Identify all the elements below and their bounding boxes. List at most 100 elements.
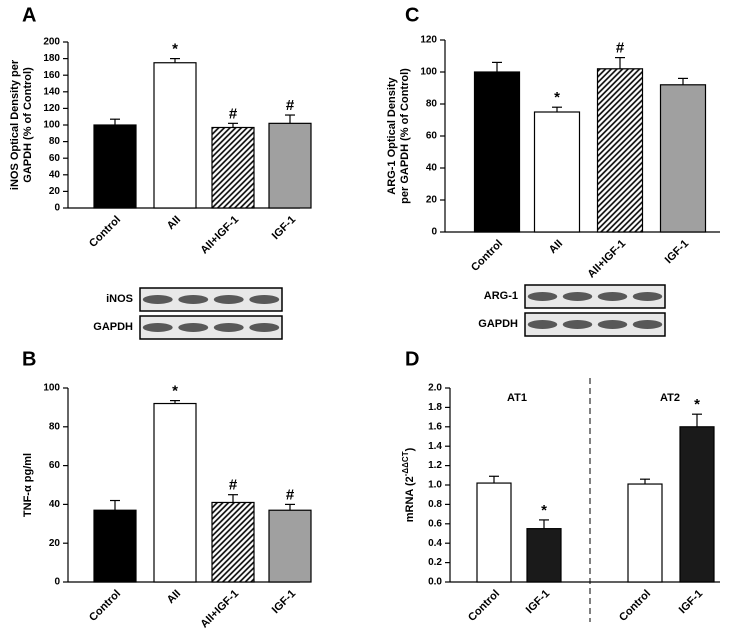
bar: [476, 482, 512, 583]
significance-marker: #: [229, 105, 238, 122]
bar: [153, 62, 197, 209]
x-tick-label: Control: [466, 588, 502, 624]
bar: [679, 426, 715, 583]
x-tick-label: IGF-1: [677, 588, 705, 616]
y-tick-label: 0.4: [428, 538, 442, 549]
bar: [659, 84, 707, 233]
panel-label: A: [22, 4, 36, 26]
y-tick-label: 80: [49, 421, 61, 432]
y-axis-label: TNF-α pg/ml: [22, 453, 34, 517]
y-tick-label: 0: [54, 577, 60, 588]
bar: [473, 71, 521, 233]
blot-band: [527, 320, 558, 329]
y-axis-label-end: ): [404, 447, 416, 451]
y-tick-label: 20: [49, 538, 61, 549]
blot-band: [142, 323, 173, 332]
y-tick-label: 200: [43, 37, 60, 48]
bar: [627, 483, 663, 583]
x-tick-label: AII: [165, 588, 183, 606]
panel-label: C: [405, 4, 419, 26]
y-tick-label: 80: [49, 136, 61, 147]
blot-band: [527, 292, 558, 301]
y-tick-label: 160: [43, 70, 60, 81]
bar: [211, 126, 255, 209]
bar: [93, 509, 137, 583]
y-tick-label: 120: [420, 35, 437, 46]
y-tick-label: 0: [54, 203, 60, 214]
y-axis-label-sup: -ΔΔCT: [401, 451, 410, 476]
y-tick-label: 40: [426, 163, 438, 174]
bar: [526, 528, 562, 583]
y-tick-label: 2.0: [428, 383, 442, 394]
y-tick-label: 1.2: [428, 460, 442, 471]
y-tick-label: 60: [426, 131, 438, 142]
blot-band: [562, 320, 593, 329]
y-tick-label: 1.6: [428, 421, 442, 432]
bar: [153, 402, 197, 583]
x-tick-label: Control: [469, 238, 505, 274]
x-tick-label: AII+IGF-1: [198, 214, 241, 257]
y-tick-label: 0: [431, 227, 437, 238]
panel-label: B: [22, 348, 36, 370]
y-axis-label: mRNA (2-ΔΔCT): [401, 447, 416, 522]
y-axis-label: GAPDH (% of Control): [22, 67, 34, 183]
blot-frame: [139, 287, 283, 312]
y-tick-label: 1.8: [428, 402, 442, 413]
blot-label: ARG-1: [484, 290, 518, 302]
group-label: AT2: [660, 392, 680, 404]
x-tick-label: Control: [87, 588, 123, 624]
blot-label: iNOS: [106, 293, 133, 305]
x-tick-label: AII+IGF-1: [198, 588, 241, 630]
bar: [596, 68, 644, 233]
significance-marker: *: [541, 502, 547, 519]
blot-band: [597, 292, 628, 301]
y-tick-label: 1.4: [428, 441, 442, 452]
blot-band: [562, 292, 593, 301]
bar: [211, 501, 255, 583]
x-tick-label: AII: [165, 214, 183, 232]
y-tick-label: 40: [49, 169, 61, 180]
y-tick-label: 40: [49, 499, 61, 510]
y-tick-label: 100: [43, 120, 60, 131]
y-tick-label: 0.8: [428, 499, 442, 510]
significance-marker: #: [286, 486, 295, 503]
y-tick-label: 0.0: [428, 577, 442, 588]
y-axis-label-text: mRNA (2: [404, 476, 416, 522]
bar: [93, 124, 137, 209]
blot-band: [178, 295, 209, 304]
blot-band: [249, 295, 280, 304]
panel-label: D: [405, 348, 419, 370]
x-tick-label: AII: [547, 238, 565, 256]
x-tick-label: AII+IGF-1: [585, 238, 628, 281]
y-tick-label: 20: [426, 195, 438, 206]
significance-marker: *: [694, 396, 700, 413]
blot-band: [178, 323, 209, 332]
significance-marker: #: [616, 40, 625, 57]
y-axis-label: ARG-1 Optical Density: [386, 76, 398, 194]
blot-label: GAPDH: [478, 318, 518, 330]
y-tick-label: 1.0: [428, 480, 442, 491]
y-tick-label: 100: [43, 383, 60, 394]
y-tick-label: 120: [43, 103, 60, 114]
significance-marker: #: [229, 477, 238, 494]
group-label: AT1: [507, 392, 527, 404]
blot-frame: [139, 315, 283, 340]
blot-band: [213, 323, 244, 332]
x-tick-label: IGF-1: [270, 214, 298, 242]
bar: [268, 509, 312, 583]
blot-band: [249, 323, 280, 332]
y-tick-label: 180: [43, 53, 60, 64]
y-axis-label: iNOS Optical Density per: [9, 59, 21, 190]
y-axis-label: per GAPDH (% of Control): [399, 68, 411, 204]
x-tick-label: IGF-1: [663, 238, 691, 266]
y-tick-label: 60: [49, 460, 61, 471]
blot-band: [213, 295, 244, 304]
y-tick-label: 100: [420, 67, 437, 78]
bar: [533, 111, 581, 233]
y-tick-label: 0.6: [428, 518, 442, 529]
x-tick-label: Control: [617, 588, 653, 624]
bar: [268, 122, 312, 209]
y-tick-label: 20: [49, 186, 61, 197]
y-tick-label: 0.2: [428, 557, 442, 568]
significance-marker: #: [286, 97, 295, 114]
